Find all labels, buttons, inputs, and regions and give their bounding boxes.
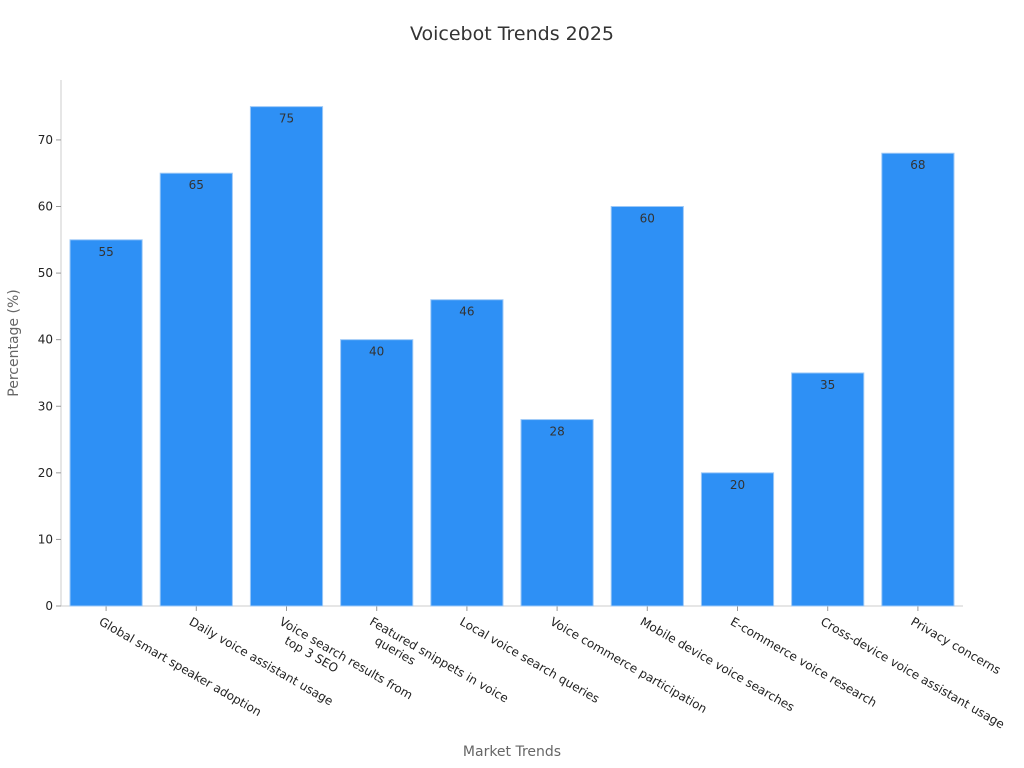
y-axis: 0 10 20 30 40 50 60 70 bbox=[38, 80, 62, 613]
data-label: 46 bbox=[459, 305, 474, 319]
bar bbox=[610, 206, 684, 607]
bar bbox=[791, 372, 865, 607]
data-labels: 55 65 75 40 46 28 60 20 35 68 bbox=[98, 112, 925, 492]
category-label: Cross-device voice assistant usage bbox=[818, 614, 1007, 731]
bar bbox=[700, 472, 775, 607]
y-tick-label: 60 bbox=[38, 200, 53, 214]
y-axis-title: Percentage (%) bbox=[6, 289, 22, 396]
data-label: 40 bbox=[369, 345, 384, 359]
bar bbox=[249, 106, 324, 607]
data-label: 75 bbox=[279, 112, 294, 126]
y-tick-label: 30 bbox=[38, 399, 53, 413]
bars bbox=[69, 106, 955, 607]
bar bbox=[69, 239, 143, 607]
data-label: 28 bbox=[549, 425, 564, 439]
category-label: E-commerce voice research bbox=[728, 614, 879, 709]
data-label: 65 bbox=[189, 178, 204, 192]
y-tick-label: 0 bbox=[45, 599, 53, 613]
data-label: 68 bbox=[910, 158, 925, 172]
bar bbox=[430, 299, 504, 607]
category-label: Global smart speaker adoption bbox=[97, 614, 264, 719]
data-label: 60 bbox=[640, 212, 655, 226]
x-axis-title: Market Trends bbox=[463, 744, 561, 760]
bar bbox=[340, 339, 414, 607]
data-label: 35 bbox=[820, 378, 835, 392]
y-tick-label: 10 bbox=[38, 532, 53, 546]
y-tick-label: 20 bbox=[38, 466, 53, 480]
y-tick-label: 40 bbox=[38, 333, 53, 347]
bar bbox=[520, 419, 594, 607]
y-tick-label: 50 bbox=[38, 266, 53, 280]
bar bbox=[881, 152, 955, 607]
chart-title: Voicebot Trends 2025 bbox=[410, 23, 614, 45]
data-label: 55 bbox=[98, 245, 113, 259]
bar bbox=[159, 172, 233, 607]
x-axis bbox=[61, 605, 963, 611]
y-tick-label: 70 bbox=[38, 133, 53, 147]
data-label: 20 bbox=[730, 478, 745, 492]
category-label: Privacy concerns bbox=[908, 614, 1003, 677]
category-label: Mobile device voice searches bbox=[638, 614, 797, 714]
category-label: Voice commerce participation bbox=[548, 614, 710, 715]
